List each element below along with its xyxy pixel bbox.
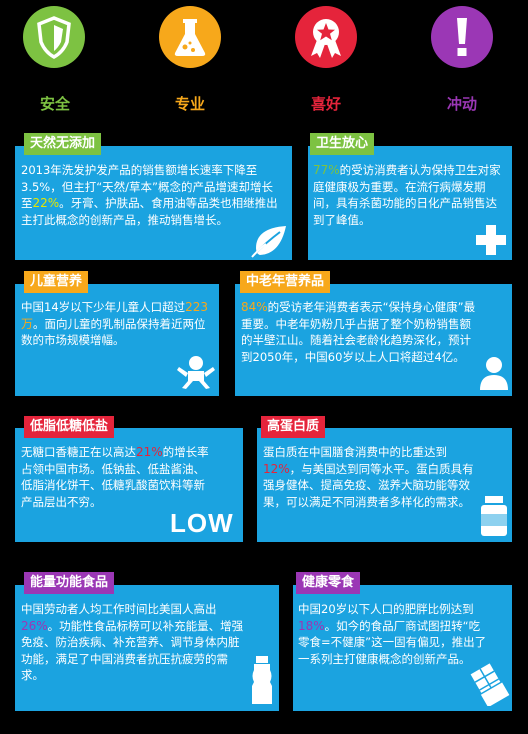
card-elderly-tag: 中老年营养品 — [240, 271, 331, 293]
card-lowfat-text: 无糖口香糖正在以高达21%的增长率占领中国市场。低钠盐、低盐酱油、低脂消化饼干、… — [21, 444, 211, 510]
card-snack-text-b: 。如今的食品厂商试图扭转“吃零食=不健康”这一固有偏见，推出了一系列主打健康概念… — [298, 618, 487, 666]
exclamation-icon — [457, 18, 467, 56]
card-child-text-b: 。面向儿童的乳制品保持着近两位数的市场规模增幅。 — [21, 316, 206, 348]
card-lowfat-text-b: 的增长率占领中国市场。低钠盐、低盐酱油、低脂消化饼干、低糖乳酸菌饮料等新产品层出… — [21, 445, 209, 509]
drink-bottle-icon — [252, 656, 272, 704]
card-hygiene-text-b: 的受访消费者认为保持卫生对家庭健康极为重要。在流行病爆发期间，具有杀菌功能的日化… — [313, 163, 501, 227]
card-protein-text-b: ，与美国达到同等水平。蛋白质具有强身健体、提高免疫、滋养大脑功能等效果，可以满足… — [263, 461, 474, 509]
card-snack-text: 中国20岁以下人口的肥胖比例达到 18%。如今的食品厂商试图扭转“吃零食=不健康”… — [298, 601, 490, 667]
card-protein-text: 蛋白质在中国膳食消费中的比重达到 12%，与美国达到同等水平。蛋白质具有强身健体、… — [263, 444, 477, 510]
baby-icon — [177, 356, 215, 389]
category-label-safety: 安全 — [39, 95, 70, 113]
card-energy-text-a: 中国劳动者人均工作时间比美国人高出 — [21, 602, 217, 616]
card-child-text-a: 中国14岁以下少年儿童人口超过 — [21, 300, 186, 314]
card-natural — [15, 146, 292, 260]
card-snack-tag: 健康零食 — [296, 572, 361, 594]
card-snack-highlight: 18% — [298, 618, 325, 633]
card-natural-text: 2013年洗发护发产品的销售额增长速率下降至3.5%，但主打“天然/草本”概念的… — [21, 162, 283, 228]
supplement-bottle-icon — [481, 496, 507, 536]
card-hygiene-text: 77%的受访消费者认为保持卫生对家庭健康极为重要。在流行病爆发期间，具有杀菌功能… — [313, 162, 508, 228]
card-natural-highlight: 22% — [32, 196, 60, 210]
card-protein-text-a: 蛋白质在中国膳食消费中的比重达到 — [263, 445, 447, 459]
card-natural-tag: 天然无添加 — [24, 133, 102, 155]
low-label-icon: LOW — [170, 508, 234, 538]
category-circle-impulse — [431, 6, 493, 68]
card-lowfat-tag: 低脂低糖低盐 — [24, 416, 115, 438]
card-child — [15, 284, 219, 396]
flask-icon — [174, 19, 206, 56]
card-elderly-text: 84%的受访老年消费者表示“保持身心健康”最重要。中老年奶粉几乎占据了整个奶粉销… — [241, 299, 479, 365]
card-lowfat-text-a: 无糖口香糖正在以高达 — [21, 445, 136, 459]
category-circle-professional — [159, 6, 221, 68]
person-icon — [480, 357, 508, 390]
card-protein-highlight: 12% — [263, 461, 290, 476]
card-snack — [293, 585, 512, 711]
card-elderly-text-b: 的受访老年消费者表示“保持身心健康”最重要。中老年奶粉几乎占据了整个奶粉销售额的… — [241, 300, 476, 364]
chocolate-bar-icon — [470, 663, 510, 706]
card-lowfat — [15, 428, 243, 542]
card-natural-text-a: 2013年洗发护发产品的销售额增长速率下降至3.5%，但主打“天然/草本”概念的… — [21, 163, 274, 210]
category-label-preference: 喜好 — [310, 95, 341, 113]
category-circle-preference — [295, 6, 357, 68]
card-child-tag: 儿童营养 — [24, 271, 89, 293]
card-lowfat-highlight: 21% — [136, 445, 163, 459]
card-energy — [15, 585, 279, 711]
card-hygiene-tag: 卫生放心 — [310, 133, 375, 155]
card-hygiene-highlight: 77% — [313, 163, 340, 177]
card-protein — [257, 428, 512, 542]
category-label-professional: 专业 — [174, 95, 205, 113]
card-child-highlight: 223万 — [21, 300, 209, 331]
shield-icon — [37, 16, 71, 60]
card-elderly — [235, 284, 512, 396]
category-circle-safety — [23, 6, 85, 68]
category-label-impulse: 冲动 — [446, 95, 477, 113]
card-child-text: 中国14岁以下少年儿童人口超过223万。面向儿童的乳制品保持着近两位数的市场规模… — [21, 299, 211, 349]
card-elderly-highlight: 84% — [241, 300, 268, 314]
card-energy-tag: 能量功能食品 — [24, 572, 115, 594]
card-protein-tag: 高蛋白质 — [261, 416, 326, 438]
leaf-icon — [251, 226, 286, 258]
card-energy-text-b: 。功能性食品标榜可以补充能量、增强免疫、防治疾病、补充营养、调节身体内脏功能，满… — [21, 618, 244, 683]
card-snack-text-a: 中国20岁以下人口的肥胖比例达到 — [298, 602, 474, 616]
card-energy-text: 中国劳动者人均工作时间比美国人高出 26%。功能性食品标榜可以补充能量、增强免疫、… — [21, 601, 249, 684]
card-energy-highlight: 26% — [21, 618, 48, 633]
award-ribbon-icon — [311, 19, 341, 58]
card-natural-text-b: 。牙膏、护肤品、食用油等品类也相继推出主打此概念的创新产品，推动销售增长。 — [21, 196, 278, 227]
plus-cross-icon — [476, 225, 506, 255]
